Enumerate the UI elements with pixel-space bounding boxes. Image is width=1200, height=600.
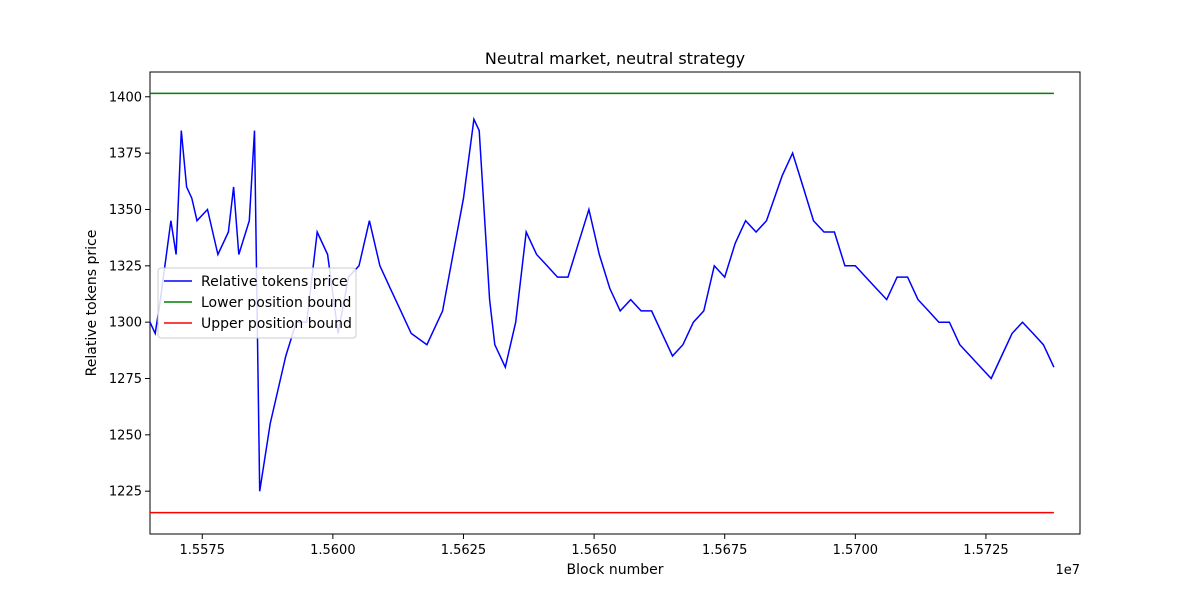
y-axis-label: Relative tokens price — [84, 230, 100, 377]
plot-area-frame — [149, 71, 1081, 535]
x-axis: 1.5575 1.5600 1.5625 1.5650 1.5675 1.5700 1.57… — [179, 534, 1009, 558]
legend: Relative tokens price Lower position boun… — [157, 267, 357, 339]
legend-box — [157, 267, 357, 339]
y-tick-label: 1350 — [109, 203, 142, 218]
y-tick-label: 1300 — [109, 316, 142, 331]
legend-entry: Lower position bound — [201, 295, 351, 311]
legend-entry: Upper position bound — [201, 316, 352, 332]
y-tick-label: 1250 — [109, 428, 142, 443]
x-axis-offset-label: 1e7 — [1055, 563, 1080, 578]
y-tick-label: 1400 — [109, 90, 142, 105]
x-tick-label: 1.5650 — [571, 543, 617, 558]
x-tick-label: 1.5625 — [441, 543, 487, 558]
y-tick-label: 1325 — [109, 259, 142, 274]
legend-entry: Relative tokens price — [201, 274, 348, 290]
y-tick-label: 1225 — [109, 485, 142, 500]
y-tick-label: 1275 — [109, 372, 142, 387]
y-tick-label: 1375 — [109, 147, 142, 162]
x-tick-label: 1.5575 — [179, 543, 225, 558]
x-tick-label: 1.5600 — [310, 543, 356, 558]
x-tick-label: 1.5725 — [963, 543, 1009, 558]
x-tick-label: 1.5675 — [702, 543, 748, 558]
x-axis-label: Block number — [567, 562, 664, 578]
x-tick-label: 1.5700 — [833, 543, 879, 558]
chart-title: Neutral market, neutral strategy — [485, 49, 745, 68]
y-axis: 1225 1250 1275 1300 1325 1350 1375 1400 — [109, 90, 150, 500]
